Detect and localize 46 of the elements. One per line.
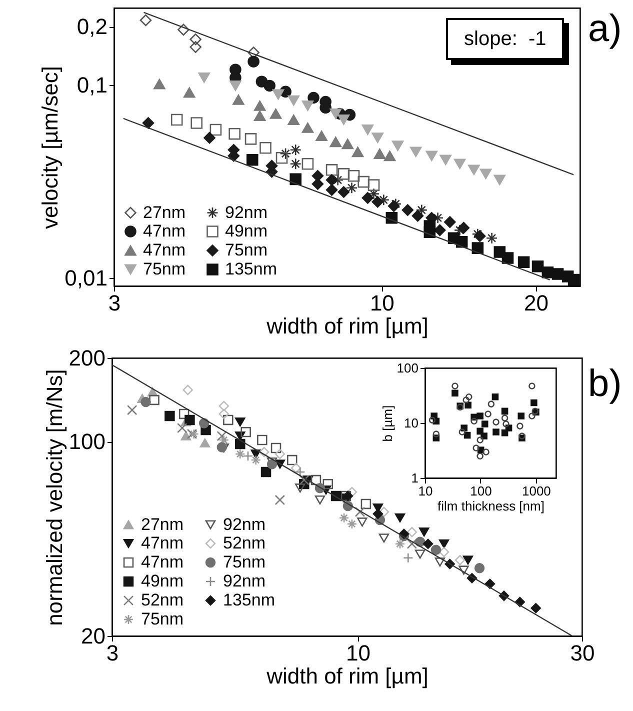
- x-tick-label: 1000: [522, 484, 551, 498]
- x-tick-label: 20: [524, 290, 549, 316]
- legend-label: 47nm: [143, 222, 186, 240]
- x-axis-title: width of rim [µm]: [266, 314, 428, 338]
- x-tick-label: 3: [106, 640, 119, 666]
- legend-label: 92nm: [223, 514, 266, 534]
- x-axis-title: film thickness [nm]: [438, 498, 544, 514]
- legend-label: 47nm: [143, 240, 186, 260]
- legend-label: 75nm: [223, 552, 266, 572]
- y-axis-title: velocity [µm/sec]: [38, 66, 63, 230]
- legend-label: 27nm: [143, 202, 186, 222]
- y-tick-label: 0,2: [76, 14, 108, 40]
- legend-label: 49nm: [141, 572, 184, 590]
- x-tick-label: 10: [418, 484, 433, 498]
- legend-label: 75nm: [225, 240, 268, 260]
- legend-label: 47nm: [141, 534, 184, 552]
- y-tick-label: 0,1: [76, 72, 108, 98]
- text: a): [588, 8, 622, 50]
- legend-label: 52nm: [141, 590, 184, 610]
- x-axis-title: width of rim [µm]: [266, 664, 428, 688]
- y-tick-label: 1: [411, 470, 418, 486]
- legend-label: 92nm: [225, 202, 268, 222]
- legend-label: 135nm: [223, 590, 275, 610]
- x-tick-label: 3: [108, 290, 121, 316]
- legend-label: 135nm: [225, 260, 277, 278]
- legend-label: 27nm: [141, 514, 184, 534]
- y-tick-label: 0,01: [64, 266, 108, 291]
- y-tick-label: 100: [396, 360, 418, 376]
- legend-label: 52nm: [223, 534, 266, 552]
- y-tick-label: 20: [81, 624, 106, 648]
- legend-label: 75nm: [143, 260, 186, 278]
- legend-label: 92nm: [223, 572, 266, 590]
- text: b): [588, 363, 622, 405]
- annotation: slope: -1: [446, 18, 564, 60]
- y-tick-label: 200: [68, 346, 106, 370]
- y-tick-label: 100: [68, 429, 106, 454]
- x-tick-label: 30: [570, 640, 595, 666]
- y-tick-label: 10: [404, 416, 418, 430]
- legend-label: 75nm: [141, 610, 184, 628]
- x-tick-label: 10: [370, 290, 394, 316]
- x-tick-label: 100: [470, 484, 492, 498]
- legend-label: 47nm: [141, 552, 184, 572]
- y-axis-title: normalized velocity [m/Ns]: [42, 369, 67, 626]
- y-axis-title: b [µm]: [380, 405, 395, 442]
- x-tick-label: 10: [346, 640, 370, 666]
- legend-label: 49nm: [225, 222, 268, 240]
